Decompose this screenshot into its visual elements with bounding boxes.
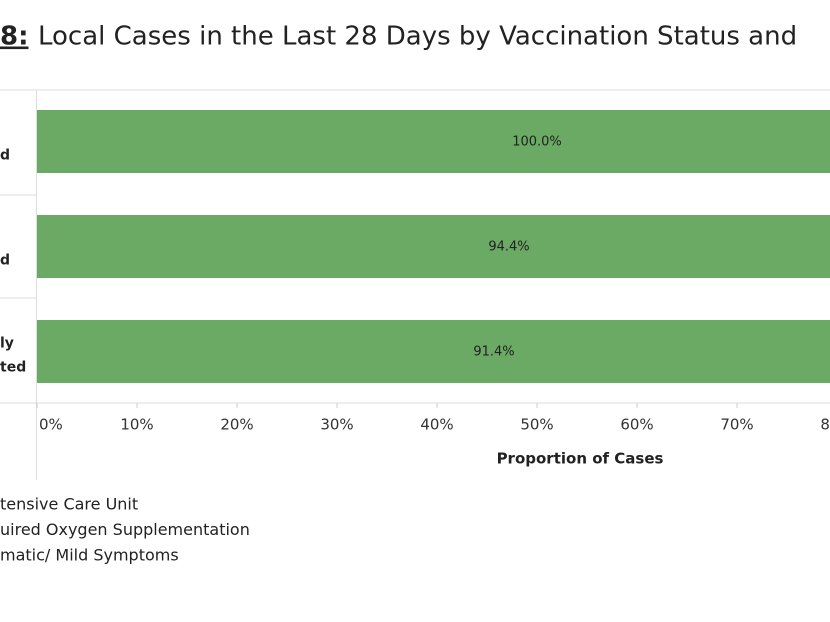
y-tick-label: d [0, 148, 10, 164]
legend-label: uired Oxygen Supplementation [0, 520, 250, 539]
value-label: 94.4% [488, 240, 529, 255]
x-tick-label: 40% [420, 416, 453, 434]
bar [37, 215, 830, 278]
x-tick-label: 0% [39, 416, 63, 434]
x-tick-label: 30% [320, 416, 353, 434]
legend-label: tensive Care Unit [0, 495, 138, 514]
x-tick-label: 80% [820, 416, 830, 434]
x-tick-label: 70% [720, 416, 753, 434]
value-label: 91.4% [473, 345, 514, 360]
y-tick-label: ted [0, 360, 26, 376]
chart-title: Local Cases in the Last 28 Days by Vacci… [38, 22, 797, 52]
y-tick-label: ly [0, 336, 14, 352]
x-axis-title: Proportion of Cases [497, 450, 664, 468]
x-tick-label: 10% [120, 416, 153, 434]
title-prefix: 8: [0, 22, 29, 52]
x-tick-label: 20% [220, 416, 253, 434]
bar [37, 110, 830, 173]
y-tick-label: d [0, 253, 10, 269]
bar [37, 320, 830, 383]
x-tick-label: 50% [520, 416, 553, 434]
value-label: 100.0% [512, 135, 562, 150]
legend-label: matic/ Mild Symptoms [0, 546, 179, 565]
x-tick-label: 60% [620, 416, 653, 434]
